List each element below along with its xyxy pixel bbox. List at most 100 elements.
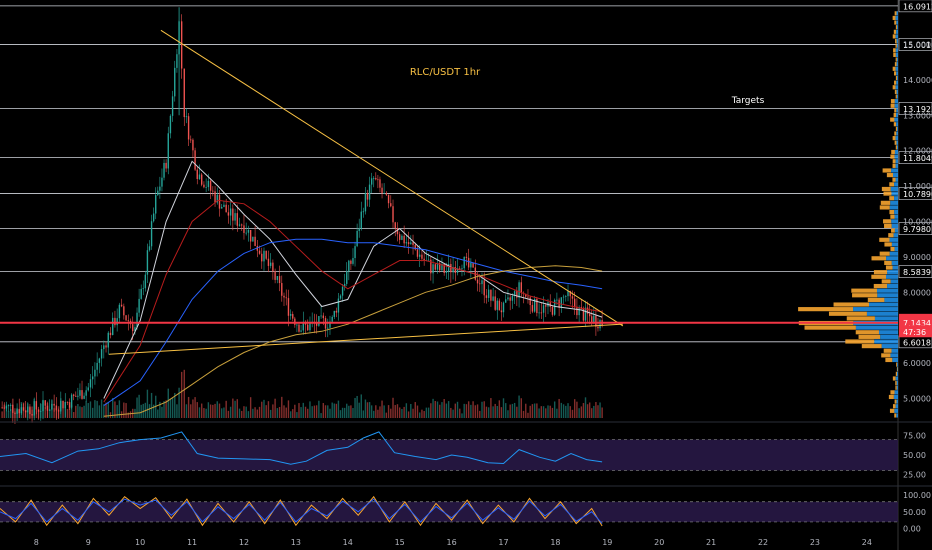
candle-body: [436, 263, 439, 270]
volume-profile-bar: [889, 205, 898, 210]
volume-bar: [529, 405, 531, 418]
candle-body: [459, 268, 461, 270]
candle-body: [241, 224, 243, 226]
volume-bar: [518, 395, 520, 418]
volume-bar: [103, 404, 105, 418]
volume-bar: [470, 404, 472, 418]
candle-body: [331, 316, 333, 322]
candle-body: [278, 276, 281, 284]
volume-profile-bar: [896, 38, 898, 44]
volume-profile-bar: [895, 66, 898, 71]
candle-body: [157, 190, 159, 196]
volume-bar: [558, 398, 560, 418]
volume-profile-bar: [891, 149, 895, 155]
candle-body: [292, 314, 294, 319]
candle-body: [487, 289, 490, 298]
candle-body: [229, 208, 232, 216]
candle-body: [588, 313, 591, 317]
volume-profile-bar: [895, 177, 898, 182]
candle-body: [582, 308, 585, 321]
volume-bar: [454, 403, 457, 418]
volume-bar: [375, 405, 377, 418]
candle-body: [419, 254, 421, 257]
candle-body: [339, 295, 342, 299]
volume-bar: [157, 409, 159, 418]
candle-body: [140, 288, 142, 299]
candle-body: [123, 306, 125, 316]
volume-bar: [46, 403, 49, 418]
volume-bar: [298, 403, 300, 418]
candle-body: [467, 257, 470, 268]
volume-profile-bar: [896, 362, 898, 367]
volume-bar: [398, 407, 401, 418]
volume-bar: [434, 400, 436, 418]
volume-profile-bar: [895, 48, 898, 53]
volume-bar: [107, 401, 109, 418]
candle-body: [163, 162, 165, 178]
volume-profile-bar: [889, 196, 895, 201]
volume-bar: [245, 406, 247, 418]
volume-bar: [89, 401, 92, 418]
volume-profile-bar: [892, 159, 896, 164]
candle-body: [289, 314, 292, 316]
volume-profile-bar: [895, 52, 898, 58]
volume-bar: [474, 405, 477, 418]
volume-profile-bar: [890, 99, 895, 104]
candle-body: [96, 362, 98, 370]
volume-profile-bar: [874, 316, 898, 321]
volume-bar: [98, 405, 101, 418]
candle-body: [447, 263, 450, 272]
candle-body: [542, 305, 545, 313]
candle-body: [138, 298, 140, 313]
volume-profile-bar: [894, 413, 897, 418]
trendline-upper: [160, 29, 624, 327]
candle-body: [490, 289, 492, 301]
volume-bar: [276, 408, 279, 418]
ma-blue-line: [103, 238, 603, 407]
chart-title: RLC/USDT 1hr: [410, 67, 481, 78]
candle-body: [120, 304, 123, 307]
level-label: 11.8049: [903, 154, 932, 163]
stoch-line-1: [0, 498, 603, 524]
volume-bar: [42, 399, 44, 418]
volume-bar: [81, 407, 83, 418]
candle-body: [416, 249, 419, 257]
volume-profile-bar: [894, 149, 898, 155]
volume-bar: [320, 413, 322, 418]
candle-body: [518, 282, 520, 298]
candle-body: [144, 274, 147, 289]
candle-body: [584, 307, 587, 321]
volume-bar: [531, 404, 534, 418]
volume-bar: [450, 407, 452, 418]
volume-profile-bar: [894, 108, 897, 113]
volume-bar: [597, 405, 599, 418]
candle-body: [169, 115, 172, 134]
volume-bar: [333, 403, 335, 418]
volume-profile-bar: [881, 186, 891, 192]
volume-bar: [234, 400, 236, 418]
volume-profile-bar: [845, 339, 875, 344]
volume-profile-bar: [876, 288, 898, 293]
volume-profile-bar: [896, 145, 898, 150]
volume-bar: [289, 411, 292, 418]
volume-bar: [203, 408, 205, 418]
candle-body: [203, 184, 205, 188]
candle-body: [236, 213, 238, 226]
candle-body: [227, 212, 230, 216]
candle-body: [527, 296, 529, 298]
volume-profile-bar: [888, 394, 894, 400]
volume-profile-bar: [879, 205, 890, 210]
volume-bar: [377, 409, 379, 418]
candle-body: [538, 312, 540, 314]
volume-profile-bar: [804, 325, 856, 330]
y-tick-label: 6.0000: [903, 359, 931, 368]
candle-body: [114, 317, 116, 326]
volume-profile-bar: [894, 11, 897, 16]
volume-bar: [12, 398, 14, 418]
rsi-y-tick: 50.00: [903, 451, 926, 460]
volume-bar: [414, 402, 416, 418]
volume-bar: [196, 402, 198, 418]
candle-body: [483, 280, 485, 296]
volume-bar: [540, 406, 543, 418]
candle-body: [209, 180, 212, 191]
